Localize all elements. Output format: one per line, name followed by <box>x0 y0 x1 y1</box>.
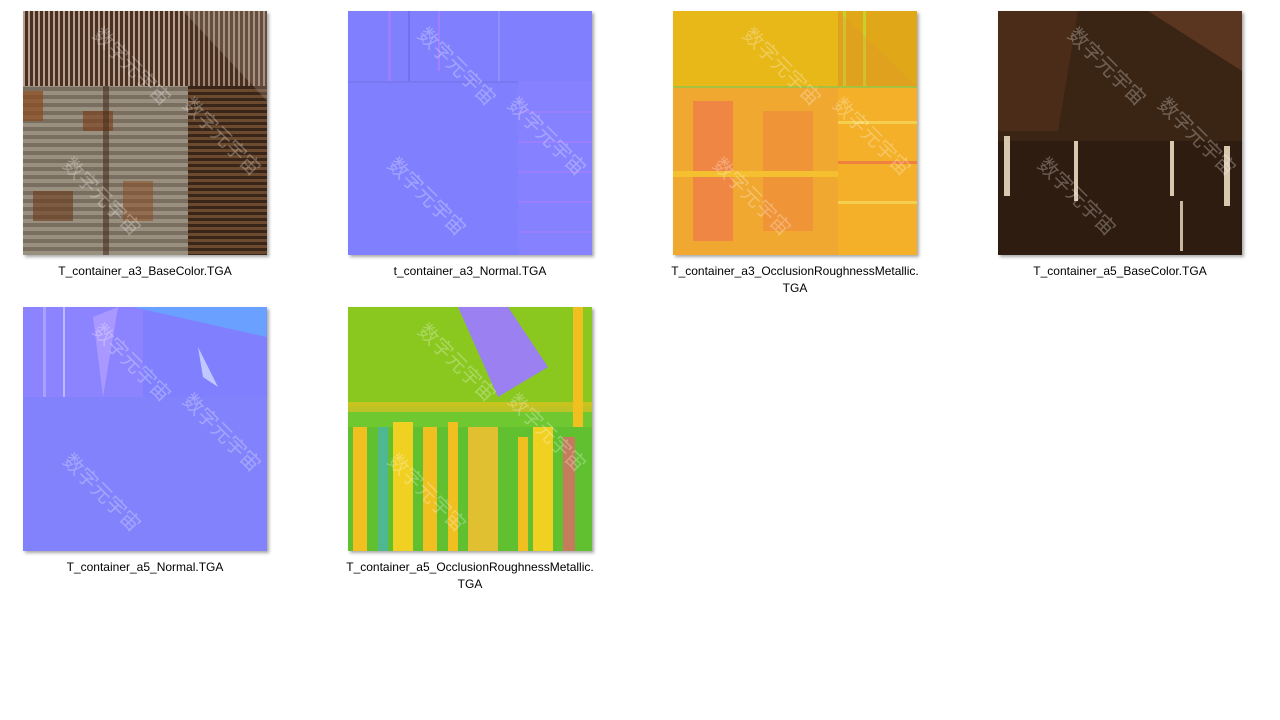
file-name: T_container_a5_OcclusionRoughnessMetalli… <box>346 560 594 591</box>
thumbnail: 数字元宇宙 数字元宇宙 数字元宇宙 <box>673 11 917 255</box>
file-name: t_container_a3_Normal.TGA <box>393 264 547 278</box>
thumbnail: 数字元宇宙 数字元宇宙 数字元宇宙 <box>348 307 592 551</box>
thumbnail: 数字元宇宙 数字元宇宙 数字元宇宙 <box>23 307 267 551</box>
file-item-a5-orm[interactable]: 数字元宇宙 数字元宇宙 数字元宇宙 T_container_a5_Occlusion… <box>320 307 620 607</box>
file-item-a5-basecolor[interactable]: 数字元宇宙 数字元宇宙 数字元宇宙 T_container_a5_BaseColor… <box>970 11 1270 311</box>
file-name: T_container_a3_OcclusionRoughnessMetalli… <box>671 264 919 295</box>
file-item-a3-orm[interactable]: 数字元宇宙 数字元宇宙 数字元宇宙 T_container_a3_Occlusion… <box>645 11 945 311</box>
file-name: T_container_a5_Normal.TGA <box>66 560 224 574</box>
file-item-a5-normal[interactable]: 数字元宇宙 数字元宇宙 数字元宇宙 T_container_a5_Normal.TG… <box>0 307 295 607</box>
thumbnail: 数字元宇宙 数字元宇宙 数字元宇宙 <box>998 11 1242 255</box>
thumbnail: 数字元宇宙 数字元宇宙 数字元宇宙 <box>348 11 592 255</box>
thumbnail: 数字元宇宙 数字元宇宙 数字元宇宙 <box>23 11 267 255</box>
file-name: T_container_a3_BaseColor.TGA <box>58 264 232 278</box>
file-name: T_container_a5_BaseColor.TGA <box>1033 264 1207 278</box>
file-item-a3-basecolor[interactable]: 数字元宇宙 数字元宇宙 数字元宇宙 T_container_a3_BaseColor… <box>0 11 295 311</box>
file-item-a3-normal[interactable]: 数字元宇宙 数字元宇宙 数字元宇宙 t_container_a3_Normal.TG… <box>320 11 620 311</box>
